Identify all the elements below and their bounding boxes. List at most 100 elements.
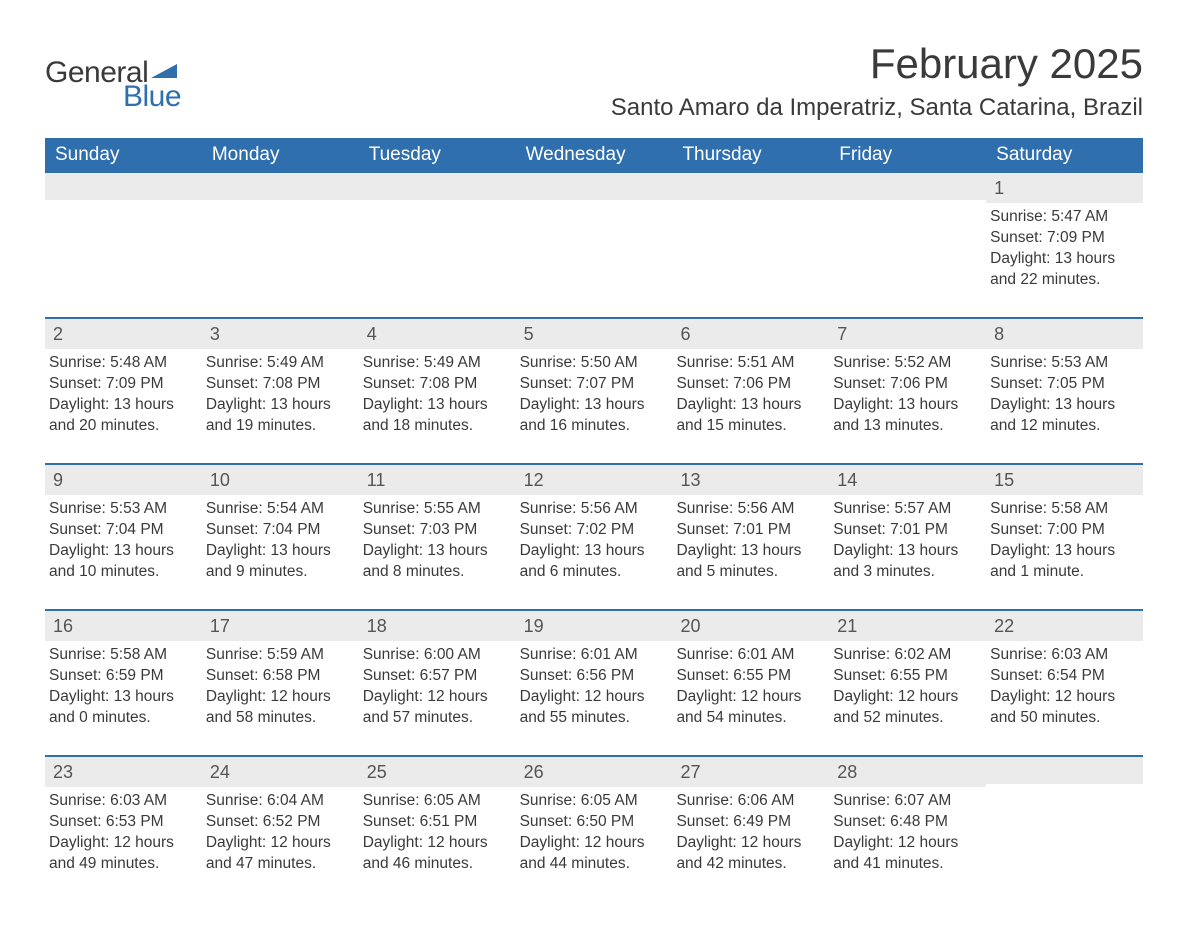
- day-day1: Daylight: 12 hours: [363, 833, 508, 854]
- day-day2: and 42 minutes.: [676, 854, 821, 875]
- day-sunrise: Sunrise: 5:57 AM: [833, 499, 978, 520]
- day-day2: and 6 minutes.: [520, 562, 665, 583]
- day-day1: Daylight: 12 hours: [363, 687, 508, 708]
- day-day2: and 18 minutes.: [363, 416, 508, 437]
- day-body: Sunrise: 6:01 AMSunset: 6:55 PMDaylight:…: [672, 641, 829, 729]
- day-sunset: Sunset: 6:48 PM: [833, 812, 978, 833]
- day-sunrise: Sunrise: 5:58 AM: [990, 499, 1135, 520]
- day-cell: 23Sunrise: 6:03 AMSunset: 6:53 PMDayligh…: [45, 757, 202, 875]
- day-cell: 6Sunrise: 5:51 AMSunset: 7:06 PMDaylight…: [672, 319, 829, 437]
- day-body: Sunrise: 5:50 AMSunset: 7:07 PMDaylight:…: [516, 349, 673, 437]
- day-number: [359, 173, 516, 200]
- day-day1: Daylight: 12 hours: [676, 833, 821, 854]
- day-sunrise: Sunrise: 6:03 AM: [990, 645, 1135, 666]
- day-day1: Daylight: 12 hours: [49, 833, 194, 854]
- day-body: Sunrise: 5:54 AMSunset: 7:04 PMDaylight:…: [202, 495, 359, 583]
- day-cell: 28Sunrise: 6:07 AMSunset: 6:48 PMDayligh…: [829, 757, 986, 875]
- day-number: 11: [359, 465, 516, 495]
- day-day2: and 15 minutes.: [676, 416, 821, 437]
- day-number: 16: [45, 611, 202, 641]
- day-body: Sunrise: 6:05 AMSunset: 6:51 PMDaylight:…: [359, 787, 516, 875]
- day-sunrise: Sunrise: 5:54 AM: [206, 499, 351, 520]
- day-cell: 1Sunrise: 5:47 AMSunset: 7:09 PMDaylight…: [986, 173, 1143, 291]
- day-sunset: Sunset: 7:07 PM: [520, 374, 665, 395]
- day-sunset: Sunset: 7:09 PM: [990, 228, 1135, 249]
- day-day1: Daylight: 13 hours: [49, 687, 194, 708]
- day-day2: and 50 minutes.: [990, 708, 1135, 729]
- day-number: 15: [986, 465, 1143, 495]
- day-sunrise: Sunrise: 5:58 AM: [49, 645, 194, 666]
- day-sunrise: Sunrise: 5:53 AM: [49, 499, 194, 520]
- day-cell: 2Sunrise: 5:48 AMSunset: 7:09 PMDaylight…: [45, 319, 202, 437]
- day-day1: Daylight: 13 hours: [520, 395, 665, 416]
- day-day2: and 54 minutes.: [676, 708, 821, 729]
- day-day2: and 22 minutes.: [990, 270, 1135, 291]
- day-sunset: Sunset: 7:09 PM: [49, 374, 194, 395]
- day-day1: Daylight: 13 hours: [49, 395, 194, 416]
- day-body: Sunrise: 6:07 AMSunset: 6:48 PMDaylight:…: [829, 787, 986, 875]
- day-body: Sunrise: 6:03 AMSunset: 6:53 PMDaylight:…: [45, 787, 202, 875]
- day-day2: and 1 minute.: [990, 562, 1135, 583]
- day-body: Sunrise: 5:58 AMSunset: 6:59 PMDaylight:…: [45, 641, 202, 729]
- day-body: Sunrise: 5:56 AMSunset: 7:02 PMDaylight:…: [516, 495, 673, 583]
- day-cell: 5Sunrise: 5:50 AMSunset: 7:07 PMDaylight…: [516, 319, 673, 437]
- day-day2: and 3 minutes.: [833, 562, 978, 583]
- day-cell: 9Sunrise: 5:53 AMSunset: 7:04 PMDaylight…: [45, 465, 202, 583]
- day-cell: 19Sunrise: 6:01 AMSunset: 6:56 PMDayligh…: [516, 611, 673, 729]
- week-row: 9Sunrise: 5:53 AMSunset: 7:04 PMDaylight…: [45, 463, 1143, 583]
- day-sunrise: Sunrise: 5:50 AM: [520, 353, 665, 374]
- day-day1: Daylight: 12 hours: [676, 687, 821, 708]
- day-sunrise: Sunrise: 5:52 AM: [833, 353, 978, 374]
- day-number: [672, 173, 829, 200]
- week-row: 23Sunrise: 6:03 AMSunset: 6:53 PMDayligh…: [45, 755, 1143, 875]
- day-day1: Daylight: 13 hours: [520, 541, 665, 562]
- day-day2: and 10 minutes.: [49, 562, 194, 583]
- day-sunrise: Sunrise: 6:06 AM: [676, 791, 821, 812]
- day-day1: Daylight: 13 hours: [206, 395, 351, 416]
- day-cell: [45, 173, 202, 291]
- day-sunrise: Sunrise: 5:55 AM: [363, 499, 508, 520]
- day-number: 12: [516, 465, 673, 495]
- day-day1: Daylight: 12 hours: [833, 833, 978, 854]
- day-sunset: Sunset: 7:06 PM: [833, 374, 978, 395]
- day-sunrise: Sunrise: 5:59 AM: [206, 645, 351, 666]
- day-number: 23: [45, 757, 202, 787]
- day-cell: 10Sunrise: 5:54 AMSunset: 7:04 PMDayligh…: [202, 465, 359, 583]
- day-sunrise: Sunrise: 6:04 AM: [206, 791, 351, 812]
- day-day1: Daylight: 12 hours: [833, 687, 978, 708]
- day-body: Sunrise: 5:55 AMSunset: 7:03 PMDaylight:…: [359, 495, 516, 583]
- day-day1: Daylight: 13 hours: [363, 395, 508, 416]
- day-day1: Daylight: 13 hours: [676, 395, 821, 416]
- day-cell: [986, 757, 1143, 875]
- day-sunset: Sunset: 7:08 PM: [206, 374, 351, 395]
- calendar: Sunday Monday Tuesday Wednesday Thursday…: [45, 138, 1143, 875]
- day-sunset: Sunset: 7:03 PM: [363, 520, 508, 541]
- weekday-monday: Monday: [202, 138, 359, 173]
- day-cell: 7Sunrise: 5:52 AMSunset: 7:06 PMDaylight…: [829, 319, 986, 437]
- week-row: 1Sunrise: 5:47 AMSunset: 7:09 PMDaylight…: [45, 173, 1143, 291]
- day-day1: Daylight: 12 hours: [206, 833, 351, 854]
- day-sunset: Sunset: 6:50 PM: [520, 812, 665, 833]
- day-body: Sunrise: 5:49 AMSunset: 7:08 PMDaylight:…: [202, 349, 359, 437]
- day-number: 14: [829, 465, 986, 495]
- day-cell: [516, 173, 673, 291]
- day-sunset: Sunset: 7:05 PM: [990, 374, 1135, 395]
- location: Santo Amaro da Imperatriz, Santa Catarin…: [611, 94, 1143, 122]
- day-cell: 21Sunrise: 6:02 AMSunset: 6:55 PMDayligh…: [829, 611, 986, 729]
- day-number: 9: [45, 465, 202, 495]
- day-sunrise: Sunrise: 5:53 AM: [990, 353, 1135, 374]
- day-sunrise: Sunrise: 6:00 AM: [363, 645, 508, 666]
- day-number: 10: [202, 465, 359, 495]
- day-day2: and 44 minutes.: [520, 854, 665, 875]
- day-number: [202, 173, 359, 200]
- day-cell: 20Sunrise: 6:01 AMSunset: 6:55 PMDayligh…: [672, 611, 829, 729]
- logo-text-blue: Blue: [123, 82, 181, 112]
- day-cell: 15Sunrise: 5:58 AMSunset: 7:00 PMDayligh…: [986, 465, 1143, 583]
- day-body: Sunrise: 6:04 AMSunset: 6:52 PMDaylight:…: [202, 787, 359, 875]
- day-body: Sunrise: 5:53 AMSunset: 7:04 PMDaylight:…: [45, 495, 202, 583]
- day-day2: and 16 minutes.: [520, 416, 665, 437]
- day-body: Sunrise: 5:56 AMSunset: 7:01 PMDaylight:…: [672, 495, 829, 583]
- day-day2: and 13 minutes.: [833, 416, 978, 437]
- day-number: 6: [672, 319, 829, 349]
- weekday-saturday: Saturday: [986, 138, 1143, 173]
